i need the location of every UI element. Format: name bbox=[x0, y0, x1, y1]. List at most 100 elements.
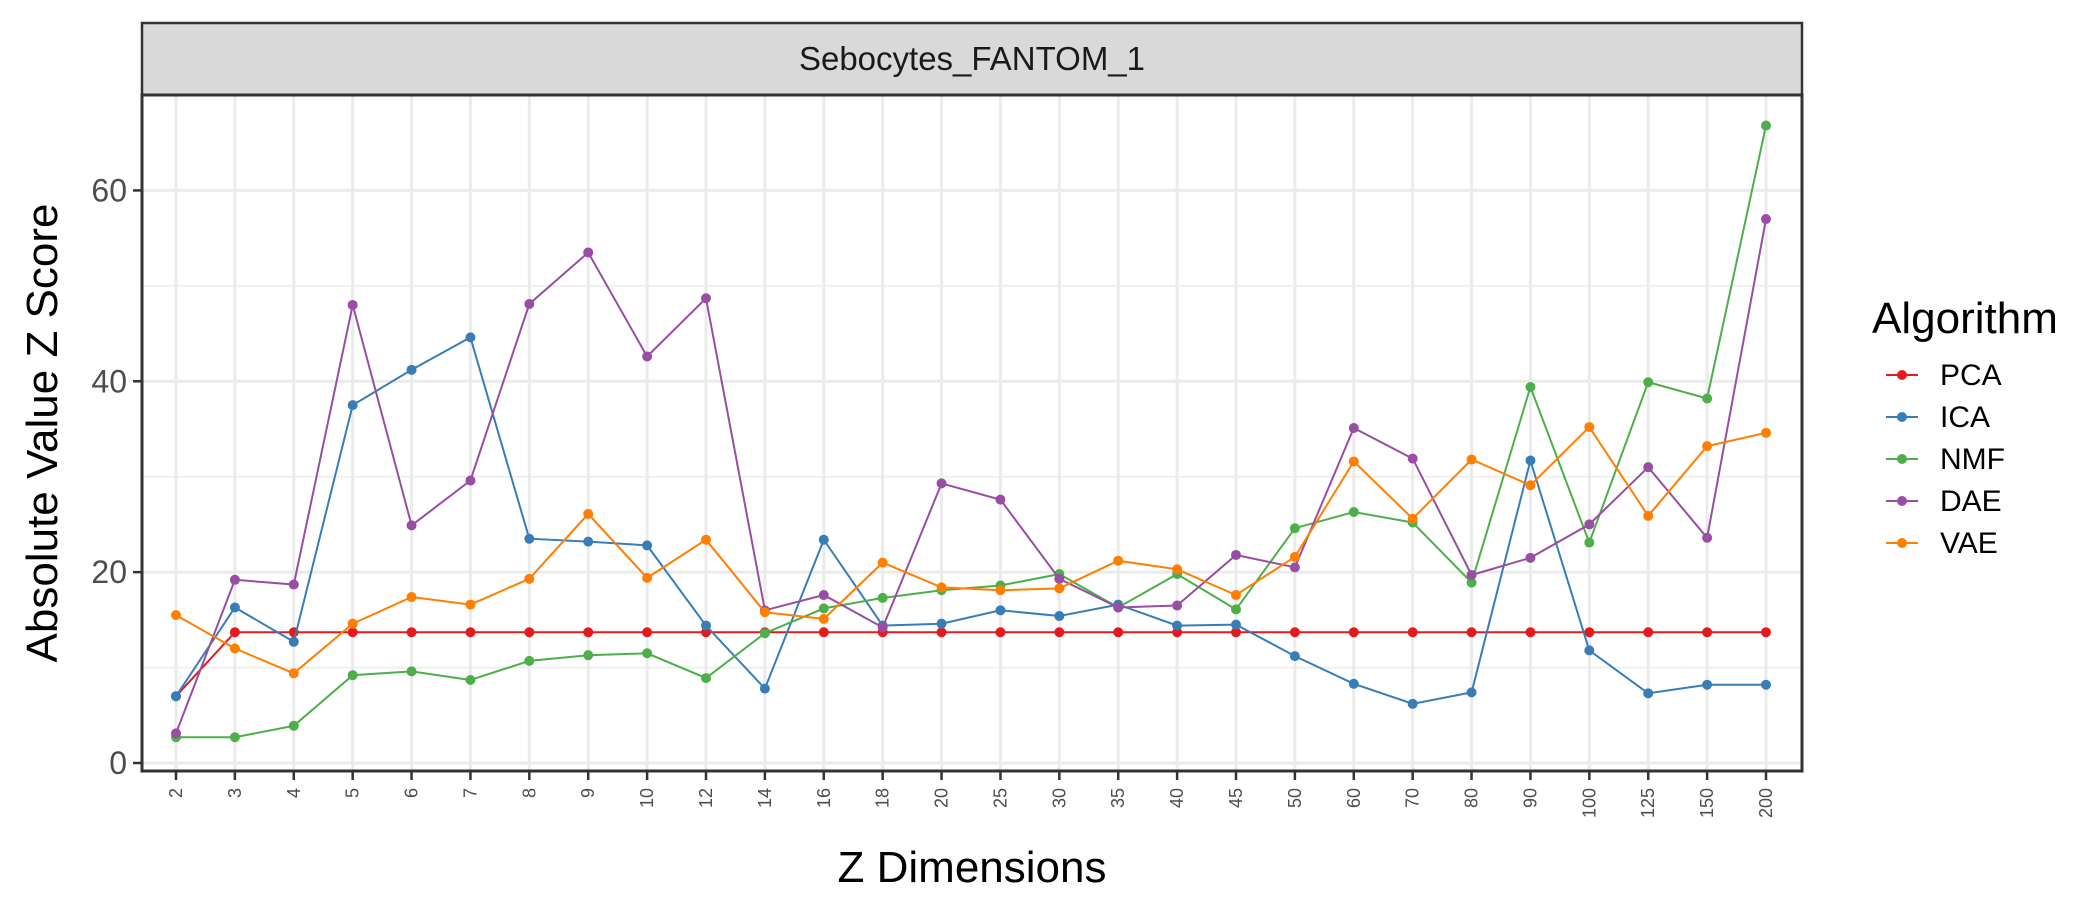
x-tick-label: 90 bbox=[1520, 788, 1540, 808]
data-point-ica bbox=[583, 536, 594, 547]
data-point-dae bbox=[1231, 549, 1241, 560]
series-line-pca bbox=[175, 631, 1766, 697]
data-point-vae bbox=[642, 572, 653, 583]
legend-label-ica: ICA bbox=[1940, 401, 1990, 434]
data-point-pca bbox=[1407, 627, 1418, 638]
data-point-dae bbox=[642, 351, 653, 362]
data-point-pca bbox=[1466, 627, 1477, 638]
x-tick-label: 40 bbox=[1167, 788, 1187, 808]
data-point-vae bbox=[877, 557, 888, 568]
data-point-nmf bbox=[818, 603, 829, 614]
data-point-vae bbox=[1761, 427, 1771, 438]
data-point-vae bbox=[406, 591, 417, 602]
data-point-ica bbox=[406, 364, 417, 375]
x-tick-label: 25 bbox=[990, 788, 1010, 808]
data-point-ica bbox=[524, 533, 535, 544]
facet-strip bbox=[140, 21, 1804, 97]
data-point-nmf bbox=[1702, 393, 1713, 404]
data-point-vae bbox=[1466, 454, 1477, 465]
legend-title: Algorithm bbox=[1872, 294, 2058, 343]
data-point-dae bbox=[877, 622, 888, 633]
data-point-nmf bbox=[524, 655, 535, 666]
x-tick-label: 18 bbox=[873, 788, 893, 808]
legend-label-nmf: NMF bbox=[1940, 443, 2005, 476]
x-axis-title: Z Dimensions bbox=[838, 843, 1107, 892]
data-point-dae bbox=[406, 520, 417, 531]
data-point-dae bbox=[1407, 453, 1418, 464]
data-point-vae bbox=[818, 613, 829, 624]
data-point-nmf bbox=[1761, 120, 1771, 131]
data-point-vae bbox=[1289, 551, 1300, 562]
data-point-dae bbox=[1525, 552, 1536, 563]
data-point-pca bbox=[406, 627, 417, 638]
data-point-ica bbox=[171, 691, 181, 702]
x-tick-label: 30 bbox=[1049, 788, 1069, 808]
data-point-nmf bbox=[1466, 577, 1477, 588]
legend-label-dae: DAE bbox=[1940, 485, 2002, 518]
data-point-pca bbox=[1643, 627, 1654, 638]
y-axis-title: Absolute Value Z Score bbox=[18, 204, 67, 663]
plot-border bbox=[140, 93, 1804, 773]
data-point-ica bbox=[1584, 645, 1595, 656]
data-point-pca bbox=[995, 627, 1006, 638]
data-point-nmf bbox=[877, 592, 888, 603]
x-tick-label: 9 bbox=[578, 788, 598, 798]
x-tick-label: 150 bbox=[1697, 788, 1717, 818]
data-point-ica bbox=[1466, 687, 1477, 698]
data-point-dae bbox=[818, 590, 829, 601]
series-line-ica bbox=[175, 335, 1766, 705]
plot-panel bbox=[142, 95, 1802, 771]
data-point-pca bbox=[1231, 627, 1241, 638]
x-tick-label: 6 bbox=[402, 788, 422, 798]
data-point-dae bbox=[936, 478, 947, 489]
data-point-pca bbox=[347, 627, 358, 638]
x-tick-label: 2 bbox=[166, 788, 186, 798]
x-tick-label: 35 bbox=[1108, 788, 1128, 808]
legend-key-point-pca bbox=[1897, 370, 1907, 380]
data-point-vae bbox=[1407, 513, 1418, 524]
data-point-pca bbox=[583, 627, 594, 638]
x-tick-label: 60 bbox=[1344, 788, 1364, 808]
data-point-ica bbox=[642, 540, 653, 551]
data-point-pca bbox=[1525, 627, 1536, 638]
data-point-vae bbox=[1113, 555, 1124, 566]
data-point-dae bbox=[583, 247, 594, 258]
x-tick-label: 3 bbox=[225, 788, 245, 798]
data-point-vae bbox=[1172, 564, 1183, 575]
data-point-ica bbox=[1525, 455, 1536, 466]
data-point-vae bbox=[465, 599, 476, 610]
data-point-pca bbox=[524, 627, 535, 638]
data-point-nmf bbox=[583, 650, 594, 661]
data-point-dae bbox=[701, 293, 711, 304]
x-tick-label: 10 bbox=[637, 788, 657, 808]
data-point-dae bbox=[347, 299, 358, 310]
data-point-dae bbox=[1348, 423, 1359, 434]
x-tick-label: 12 bbox=[696, 788, 716, 808]
panel-title: Sebocytes_FANTOM_1 bbox=[799, 40, 1145, 77]
data-point-pca bbox=[1584, 627, 1595, 638]
data-point-pca bbox=[465, 627, 476, 638]
x-tick-label: 5 bbox=[343, 788, 363, 798]
series-line-vae bbox=[175, 425, 1767, 675]
data-point-vae bbox=[347, 618, 358, 629]
data-point-dae bbox=[1113, 602, 1124, 613]
x-tick-label: 200 bbox=[1756, 788, 1776, 818]
data-point-ica bbox=[347, 400, 358, 411]
x-tick-label: 7 bbox=[460, 788, 480, 798]
data-point-nmf bbox=[1289, 523, 1300, 534]
data-point-ica bbox=[701, 620, 711, 631]
data-point-ica bbox=[1231, 619, 1241, 630]
x-tick-label: 125 bbox=[1638, 788, 1658, 818]
x-tick-label: 16 bbox=[814, 788, 834, 808]
y-tick-label: 20 bbox=[91, 554, 127, 590]
data-point-pca bbox=[229, 627, 240, 638]
data-point-ica bbox=[759, 683, 770, 694]
data-point-pca bbox=[818, 627, 829, 638]
legend-label-vae: VAE bbox=[1940, 527, 1998, 560]
legend-key-point-dae bbox=[1897, 496, 1907, 506]
data-point-dae bbox=[171, 728, 181, 739]
data-point-ica bbox=[1702, 679, 1713, 690]
data-point-ica bbox=[1643, 688, 1654, 699]
data-point-vae bbox=[1348, 456, 1359, 467]
